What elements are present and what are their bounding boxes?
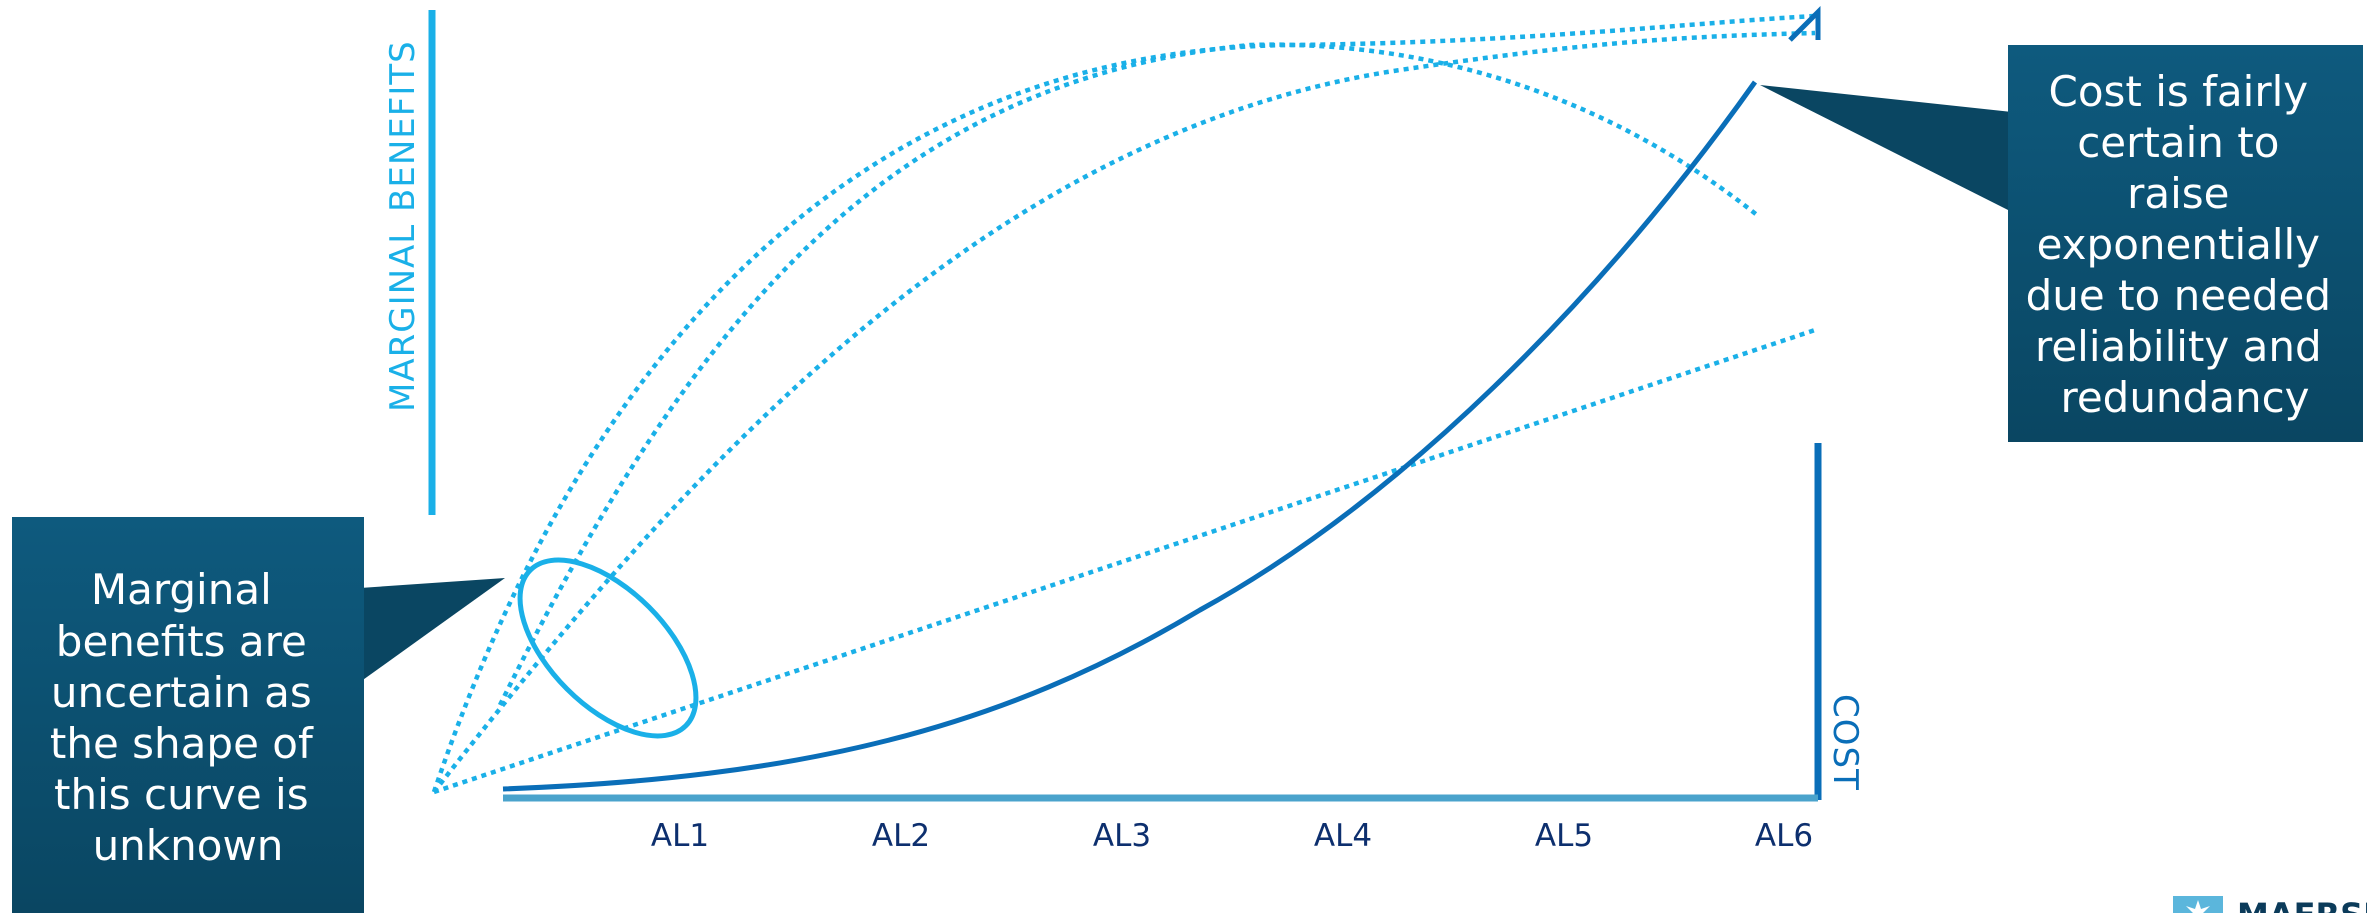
benefits-callout-line-6: unknown <box>93 821 284 870</box>
benefits-callout-pointer <box>360 578 505 682</box>
maersk-logo: MAERSK <box>2173 896 2367 913</box>
cost-axis-title: COST <box>1825 694 1865 791</box>
benefits-callout-line-1: Marginal <box>91 565 272 614</box>
x-tick-al4: AL4 <box>1314 818 1372 854</box>
cost-callout-line-1: Cost is fairly <box>2049 67 2309 116</box>
benefits-axis-title: MARGINAL BENEFITS <box>383 40 423 412</box>
x-tick-al5: AL5 <box>1535 818 1593 854</box>
x-tick-al3: AL3 <box>1093 818 1151 854</box>
cost-callout-line-6: reliability and <box>2035 322 2322 371</box>
benefits-callout: Marginal benefits are uncertain as the s… <box>12 517 505 913</box>
cost-callout-line-4: exponentially <box>2037 220 2320 269</box>
x-tick-al1: AL1 <box>651 818 709 854</box>
cost-callout: Cost is fairly certain to raise exponent… <box>1760 45 2363 442</box>
uncertainty-ellipse <box>517 557 699 739</box>
benefits-callout-line-3: uncertain as <box>51 668 312 717</box>
benefit-curve-concave-high <box>431 13 1816 793</box>
benefits-callout-line-4: the shape of <box>50 719 314 768</box>
cost-callout-line-7: redundancy <box>2060 373 2309 422</box>
maersk-star-glyph <box>2186 900 2210 913</box>
svg-text:Marginal benefits are: Marginal benefits are uncertain as the s… <box>50 565 326 870</box>
benefit-curve-peak-and-decline <box>497 42 1759 706</box>
cost-curve <box>502 80 1758 792</box>
benefits-callout-box <box>12 517 364 913</box>
cost-callout-line-3: raise <box>2127 169 2229 218</box>
maersk-logo-text: MAERSK <box>2237 896 2367 913</box>
cost-callout-line-5: due to needed <box>2026 271 2331 320</box>
benefit-curve-moderate <box>432 30 1816 794</box>
benefit-curve-linear <box>433 327 1816 795</box>
benefit-curves <box>431 13 1816 795</box>
benefits-callout-line-2: benefits are <box>56 617 307 666</box>
cost-callout-line-2: certain to <box>2077 118 2279 167</box>
x-tick-al2: AL2 <box>872 818 930 854</box>
x-tick-labels: AL1 AL2 AL3 AL4 AL5 AL6 <box>651 818 1813 854</box>
benefits-callout-line-5: this curve is <box>54 770 309 819</box>
cost-callout-pointer <box>1760 85 2012 212</box>
curve-end-marker <box>1788 5 1821 42</box>
cost-callout-box <box>2008 45 2363 442</box>
svg-text:Cost is fairly certain t: Cost is fairly certain to raise exponent… <box>2026 67 2345 422</box>
x-tick-al6: AL6 <box>1755 818 1813 854</box>
